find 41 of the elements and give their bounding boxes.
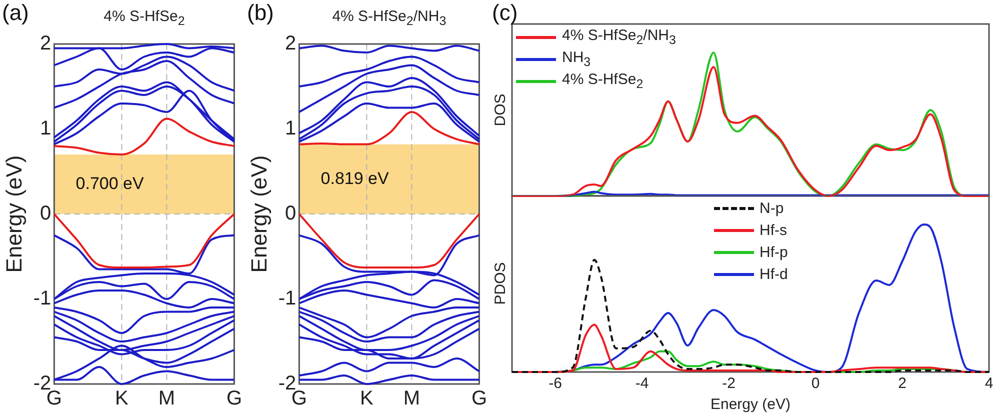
y-tick-label: 2 [285,32,296,55]
x-tick-label: M [158,388,176,410]
legend-label: Hf-s [760,222,787,238]
y-tick-label: 1 [40,118,52,140]
y-axis-title: Energy (eV) [1,155,26,273]
x-tick-label: G [291,388,307,410]
y-tick-label: -1 [278,288,296,310]
y-axis-title: DOS [492,94,510,126]
x-tick-label: K [360,388,374,410]
legend-label: Hf-d [760,266,788,282]
chart-title: 4% S-HfSe$_{2}$/NH$_{3}$ [331,8,448,28]
legend-label: N-p [760,200,784,216]
x-tick-label: -2 [722,375,736,392]
x-tick-label: G [46,388,62,410]
legend-label: 4% S-HfSe$_{2}$/NH$_{3}$ [562,27,676,47]
x-tick-label: 4 [984,375,994,392]
legend-label: NH$_{3}$ [562,49,591,69]
x-tick-label: 0 [811,375,820,392]
chart-title: 4% S-HfSe$_{2}$ [102,8,186,28]
y-axis-title: PDOS [492,262,510,305]
x-axis-title: Energy (eV) [710,396,791,414]
text: (a) [2,0,29,26]
band-label: 0.700 eV [76,174,145,193]
y-tick-label: 0 [285,202,296,225]
legend-label: 4% S-HfSe$_{2}$ [562,71,644,91]
x-tick-label: -6 [548,375,562,392]
y-tick-label: 0 [40,202,52,225]
x-tick-label: 2 [898,375,906,392]
band-label: 0.819 eV [320,168,390,188]
legend-label: Hf-p [760,244,788,260]
y-tick-label: 2 [40,32,52,55]
x-tick-label: -4 [635,375,649,392]
y-tick-label: 1 [285,118,296,140]
text: (b) [247,0,274,26]
y-tick-label: -1 [33,288,52,310]
x-tick-label: K [115,388,130,410]
y-axis-title: Energy (eV) [246,155,272,273]
x-tick-label: G [226,388,242,410]
text: (c) [492,0,518,26]
x-tick-label: G [471,388,488,410]
x-tick-label: M [403,388,420,410]
